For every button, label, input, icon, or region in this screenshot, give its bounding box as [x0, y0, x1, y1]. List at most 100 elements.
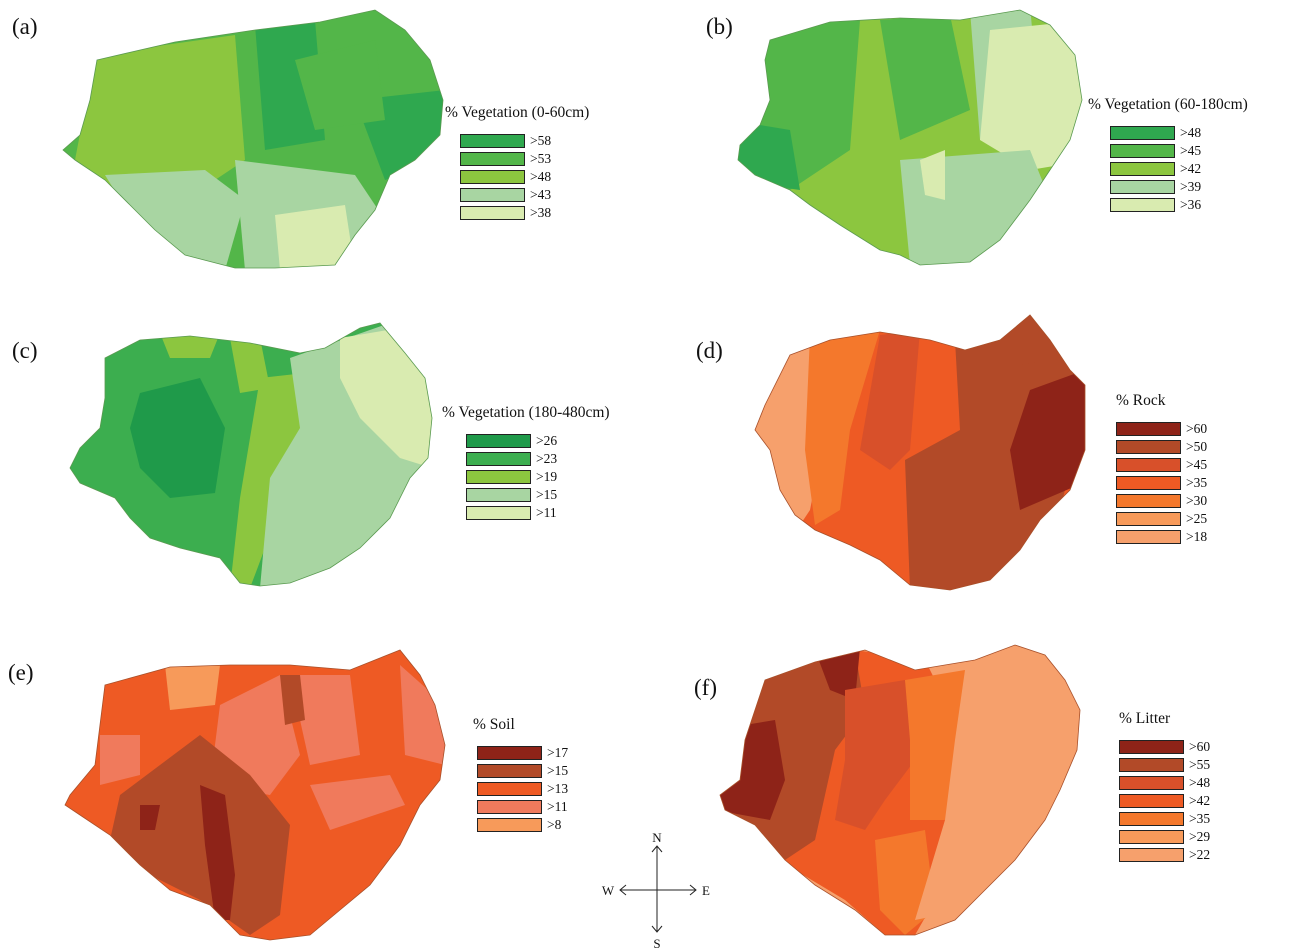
legend-value: >39 [1180, 179, 1202, 194]
south-arrowhead [651, 925, 663, 933]
legend-value: >45 [1180, 143, 1202, 158]
legend-f: % Litter >60 >55 >48 >42 >35 >29 >22 [1119, 710, 1210, 864]
legend-item: >13 [477, 780, 568, 798]
legend-item: >19 [466, 468, 610, 486]
legend-value: >23 [536, 451, 558, 466]
legend-title: % Vegetation (0-60cm) [445, 104, 590, 121]
legend-value: >13 [547, 781, 569, 796]
legend-swatch [466, 452, 531, 466]
legend-swatch [460, 152, 525, 166]
legend-swatch [1116, 458, 1181, 472]
legend-item: >48 [460, 168, 589, 186]
compass-west-label: W [602, 883, 615, 898]
legend-swatch [460, 206, 525, 220]
legend-value: >11 [536, 505, 557, 520]
map-vegetation-60-180 [737, 9, 1083, 266]
legend-value: >18 [1186, 529, 1208, 544]
legend-value: >35 [1189, 811, 1211, 826]
legend-value: >35 [1186, 475, 1208, 490]
legend-swatch [1110, 180, 1175, 194]
legend-swatch [460, 170, 525, 184]
legend-title: % Rock [1116, 392, 1166, 409]
legend-value: >60 [1186, 421, 1208, 436]
east-arrowhead [689, 884, 697, 896]
legend-value: >15 [547, 763, 569, 778]
legend-item: >11 [477, 798, 568, 816]
legend-swatch [1119, 758, 1184, 772]
legend-value: >55 [1189, 757, 1211, 772]
panel-label-a: (a) [12, 14, 38, 39]
legend-item: >38 [460, 204, 589, 222]
legend-item: >60 [1119, 738, 1210, 756]
legend-swatch [1116, 530, 1181, 544]
legend-b: % Vegetation (60-180cm) >48 >45 >42 >39 … [1088, 96, 1248, 214]
north-arrowhead [651, 845, 663, 853]
map-vegetation-0-60 [62, 9, 444, 269]
legend-value: >22 [1189, 847, 1211, 862]
legend-item: >45 [1110, 142, 1248, 160]
legend-swatch [466, 470, 531, 484]
legend-value: >26 [536, 433, 558, 448]
panel-label-f: (f) [694, 675, 717, 700]
legend-c: % Vegetation (180-480cm) >26 >23 >19 >15… [442, 404, 610, 522]
compass-rose-icon: N S W E [602, 830, 710, 950]
legend-swatch [1116, 476, 1181, 490]
legend-item: >29 [1119, 828, 1210, 846]
map-vegetation-180-480 [69, 322, 433, 587]
legend-swatch [477, 746, 542, 760]
legend-item: >42 [1110, 160, 1248, 178]
legend-title: % Litter [1119, 710, 1171, 727]
legend-value: >36 [1180, 197, 1202, 212]
legend-e: % Soil >17 >15 >13 >11 >8 [473, 716, 568, 834]
legend-item: >53 [460, 150, 589, 168]
legend-value: >30 [1186, 493, 1208, 508]
legend-item: >36 [1110, 196, 1248, 214]
legend-item: >15 [477, 762, 568, 780]
legend-item: >23 [466, 450, 610, 468]
legend-swatch [1119, 848, 1184, 862]
legend-swatch [1116, 440, 1181, 454]
compass-south-label: S [653, 936, 660, 950]
legend-swatch [477, 764, 542, 778]
panel-label-c: (c) [12, 338, 38, 363]
legend-swatch [1110, 198, 1175, 212]
legend-value: >25 [1186, 511, 1208, 526]
legend-value: >38 [530, 205, 552, 220]
panel-label-d: (d) [696, 338, 723, 363]
legend-item: >58 [460, 132, 589, 150]
legend-item: >15 [466, 486, 610, 504]
legend-swatch [1110, 162, 1175, 176]
legend-swatch [1116, 512, 1181, 526]
legend-swatch [1119, 776, 1184, 790]
legend-value: >45 [1186, 457, 1208, 472]
legend-item: >25 [1116, 510, 1207, 528]
legend-item: >22 [1119, 846, 1210, 864]
legend-value: >8 [547, 817, 562, 832]
legend-swatch [1110, 126, 1175, 140]
map-litter [719, 644, 1081, 936]
panel-label-b: (b) [706, 14, 733, 39]
legend-title: % Soil [473, 716, 515, 733]
legend-swatch [1116, 494, 1181, 508]
panel-label-e: (e) [8, 660, 34, 685]
legend-swatch [460, 134, 525, 148]
legend-item: >30 [1116, 492, 1207, 510]
legend-swatch [1119, 740, 1184, 754]
legend-swatch [1119, 794, 1184, 808]
legend-item: >50 [1116, 438, 1207, 456]
legend-swatch [466, 434, 531, 448]
legend-d: % Rock >60 >50 >45 >35 >30 >25 >18 [1116, 392, 1207, 546]
legend-item: >48 [1119, 774, 1210, 792]
legend-value: >17 [547, 745, 569, 760]
legend-item: >35 [1116, 474, 1207, 492]
compass-north-label: N [652, 830, 662, 845]
legend-value: >60 [1189, 739, 1211, 754]
map-soil [64, 649, 446, 941]
legend-swatch [466, 488, 531, 502]
legend-value: >58 [530, 133, 552, 148]
legend-item: >45 [1116, 456, 1207, 474]
legend-item: >17 [477, 744, 568, 762]
legend-value: >11 [547, 799, 568, 814]
legend-value: >15 [536, 487, 558, 502]
legend-swatch [1119, 830, 1184, 844]
